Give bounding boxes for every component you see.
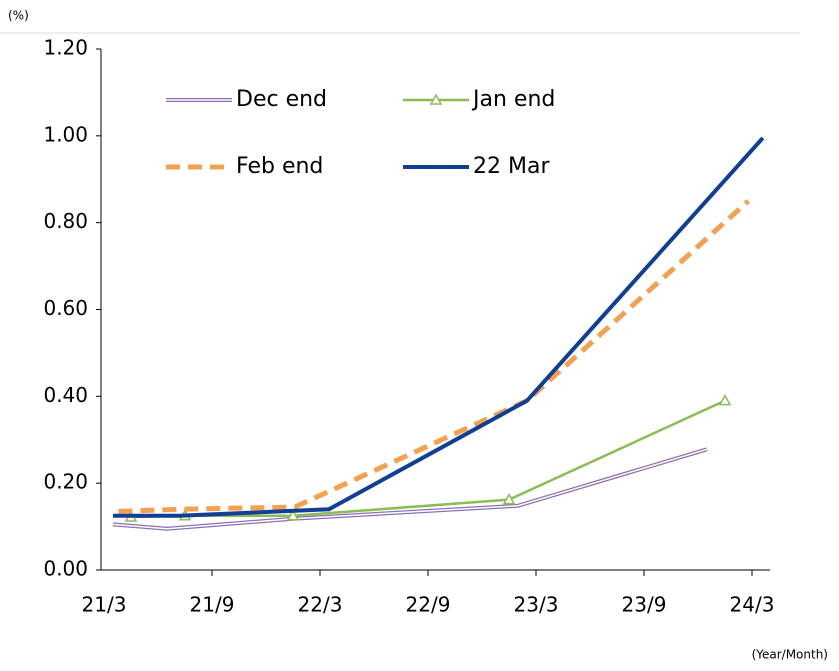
line — [118, 199, 751, 514]
y-tick-label: 0.00 — [43, 557, 88, 581]
y-unit: (%) — [8, 9, 29, 23]
y-tick-label: 0.80 — [43, 209, 88, 233]
line — [113, 136, 765, 518]
x-tick-label: 22/3 — [298, 593, 343, 617]
y-tick-label: 0.40 — [43, 383, 88, 407]
x-unit: (Year/Month) — [752, 648, 828, 662]
y-tick-label: 1.20 — [43, 36, 88, 60]
legend-label: 22 Mar — [473, 154, 550, 179]
legend-label: Dec end — [236, 87, 327, 112]
marker — [718, 394, 732, 406]
legend-label: Jan end — [471, 87, 555, 112]
marker — [286, 509, 300, 521]
y-tick-label: 1.00 — [43, 122, 88, 146]
x-tick-label: 23/9 — [622, 593, 667, 617]
marker — [502, 493, 516, 505]
y-tick-label: 0.60 — [43, 296, 88, 320]
legend-label: Feb end — [236, 154, 323, 179]
x-tick-label: 23/3 — [514, 593, 559, 617]
y-tick-label: 0.20 — [43, 470, 88, 494]
x-tick-label: 21/9 — [190, 593, 235, 617]
legend-marker — [429, 93, 443, 105]
x-tick-label: 22/9 — [406, 593, 451, 617]
line — [130, 399, 726, 519]
x-tick-label: 24/3 — [730, 593, 775, 617]
x-tick-label: 21/3 — [82, 593, 127, 617]
